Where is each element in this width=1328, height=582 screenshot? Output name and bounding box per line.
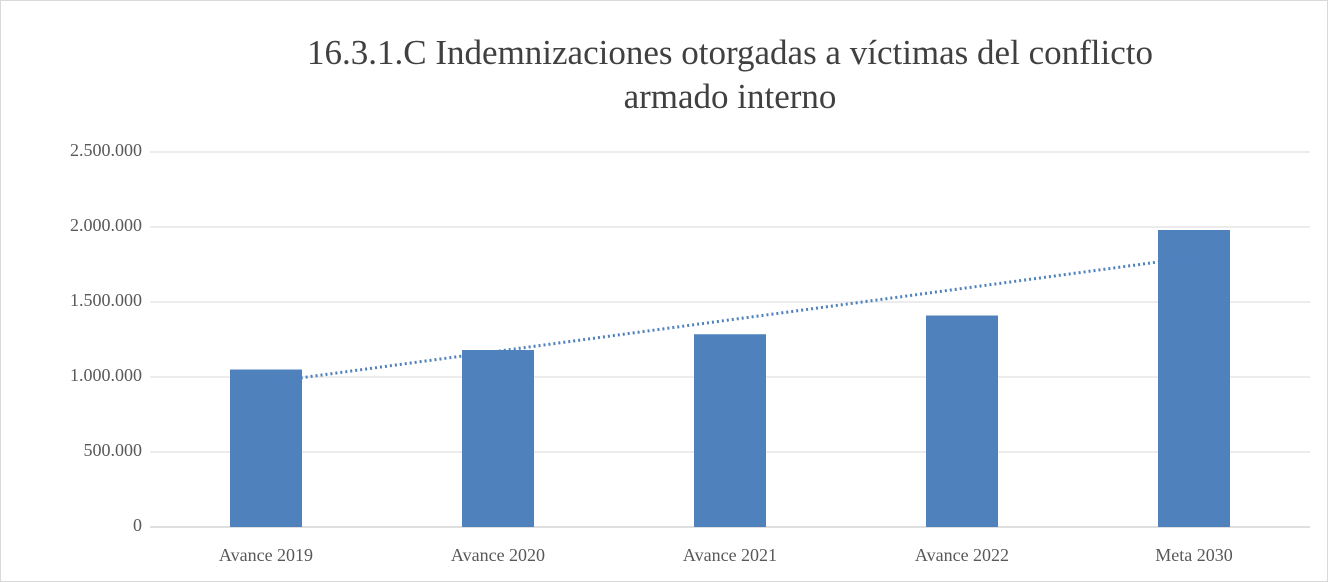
chart-title: 16.3.1.C Indemnizaciones otorgadas a víc… <box>307 33 1153 72</box>
x-tick-label: Avance 2020 <box>451 545 545 565</box>
chart-title: armado interno <box>624 77 837 116</box>
x-tick-label: Avance 2021 <box>683 545 777 565</box>
y-tick-label: 2.500.000 <box>70 140 142 160</box>
bar <box>1158 230 1230 527</box>
x-tick-label: Avance 2022 <box>915 545 1009 565</box>
y-tick-label: 1.500.000 <box>70 290 142 310</box>
y-tick-label: 2.000.000 <box>70 215 142 235</box>
x-tick-label: Avance 2019 <box>219 545 313 565</box>
bar <box>462 350 534 527</box>
trendline <box>265 255 1195 385</box>
y-tick-label: 500.000 <box>84 440 143 460</box>
y-tick-label: 1.000.000 <box>70 365 142 385</box>
bar <box>694 334 766 527</box>
bar <box>230 369 302 527</box>
y-tick-label: 0 <box>133 515 142 535</box>
bar <box>926 315 998 527</box>
x-tick-label: Meta 2030 <box>1155 545 1232 565</box>
